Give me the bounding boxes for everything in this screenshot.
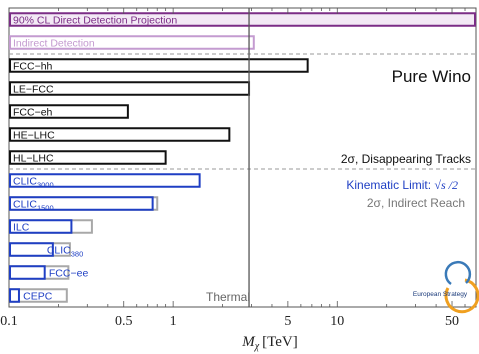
bar-fcc-ee [9, 265, 46, 280]
x-tick-label: 5 [284, 314, 291, 329]
separators-layer [9, 8, 476, 307]
thermal-label: Thermal [206, 290, 250, 304]
x-tick-label: 0.5 [115, 314, 133, 329]
x-tick-label: 50 [445, 314, 459, 329]
bar-label-90-cl-direct-detection-projection: 90% CL Direct Detection Projection [13, 15, 177, 27]
bar-label-clic1500: CLIC1500 [13, 199, 54, 213]
european-strategy-logo: European Strategy [413, 260, 479, 314]
bar-label-fcc-hh: FCC−hh [13, 61, 53, 73]
bar-ilc [9, 219, 73, 234]
bar-label-cepc: CEPC [23, 291, 53, 303]
bar-he-lhc [9, 127, 231, 142]
bar-clic3000 [9, 173, 201, 188]
bar-indirect-detection [9, 35, 255, 50]
indirect-reach-label: 2σ, Indirect Reach [367, 196, 465, 210]
bar-label-le-fcc: LE−FCC [13, 84, 54, 96]
bar-label-fcc-ee: FCC−ee [49, 268, 89, 280]
bar-label-clic380: CLIC380 [47, 245, 83, 259]
bar-fcc-hh [9, 58, 309, 73]
bar-label-ilc: ILC [13, 222, 30, 234]
logo-text: European Strategy [413, 291, 468, 298]
bar-label-clic3000: CLIC3000 [13, 176, 54, 190]
chart-title: Pure Wino [392, 67, 471, 86]
bar-cepc [9, 288, 20, 303]
x-axis-label: Mχ [TeV] [241, 334, 298, 352]
bar-fcc-eh [9, 104, 129, 119]
x-tick-label: 1 [170, 314, 177, 329]
ticks-layer: 0.1 0.5 1 5 10 50 [0, 8, 477, 329]
x-tick-label: 10 [330, 314, 344, 329]
bar-label-he-lhc: HE−LHC [13, 130, 55, 142]
x-tick-label: 0.1 [0, 314, 18, 329]
bar-clic1500 [9, 196, 154, 211]
bar-clic380 [9, 242, 54, 257]
bars-layer: 90% CL Direct Detection Projection Indire… [9, 12, 476, 303]
bar-label-fcc-eh: FCC−eh [13, 107, 53, 119]
bar-label-indirect-detection: Indirect Detection [13, 38, 95, 50]
kinematic-limit-label: Kinematic Limit: √s /2 [346, 178, 458, 192]
bar-90-cl-direct-detection-projection [9, 12, 476, 27]
bar-hl-lhc [9, 150, 167, 165]
bar-label-hl-lhc: HL−LHC [13, 153, 54, 165]
disappearing-tracks-label: 2σ, Disappearing Tracks [341, 152, 471, 166]
